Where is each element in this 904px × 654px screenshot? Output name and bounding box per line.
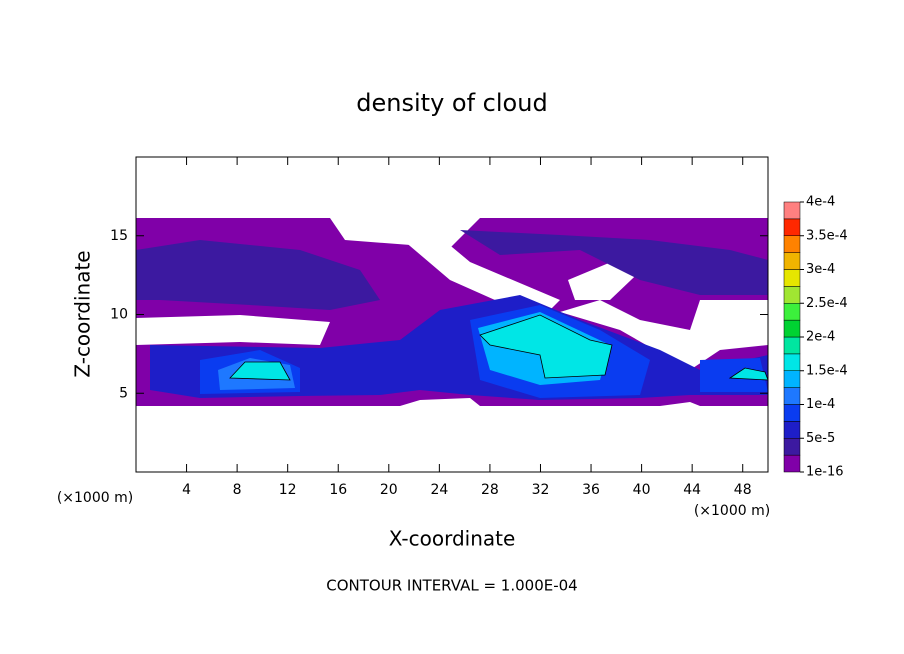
x-tick-label: 12 [279, 482, 297, 498]
colorbar-label: 1e-16 [806, 465, 844, 480]
colorbar-label: 5e-5 [806, 431, 835, 446]
colorbar-swatch [783, 201, 801, 220]
colorbar-label: 3.5e-4 [806, 228, 848, 243]
x-tick-label: 8 [233, 482, 242, 498]
colorbar-label: 2.5e-4 [806, 296, 848, 311]
colorbar-label: 1.5e-4 [806, 363, 848, 378]
y-axis-label: Z-coordinate [71, 250, 95, 377]
footer-note: CONTOUR INTERVAL = 1.000E-04 [326, 577, 577, 595]
x-tick-label: 36 [582, 482, 600, 498]
x-unit-right: (×1000 m) [694, 503, 770, 519]
colorbar-swatch [783, 269, 801, 287]
colorbar-swatch [783, 404, 801, 422]
x-axis-label: X-coordinate [389, 527, 516, 551]
colorbar-swatch [783, 421, 801, 439]
colorbar-swatch [783, 454, 801, 473]
x-tick-label: 16 [329, 482, 347, 498]
colorbar-swatch [783, 303, 801, 321]
x-tick-label: 4 [182, 482, 191, 498]
colorbar-swatch [783, 218, 801, 236]
chart-title: density of cloud [356, 89, 547, 117]
x-tick-label: 20 [380, 482, 398, 498]
colorbar-label: 2e-4 [806, 330, 835, 345]
colorbar-label: 4e-4 [806, 195, 835, 210]
colorbar-swatch [783, 438, 801, 456]
x-tick-label: 48 [734, 482, 752, 498]
colorbar-swatch [783, 319, 801, 338]
y-tick-label: 15 [110, 228, 128, 244]
colorbar-label: 1e-4 [806, 397, 835, 412]
colorbar-swatch [783, 353, 801, 371]
x-tick-label: 44 [683, 482, 701, 498]
colorbar-swatch [783, 387, 801, 405]
x-tick-label: 40 [633, 482, 651, 498]
y-tick-label: 10 [110, 307, 128, 323]
x-tick-label: 24 [430, 482, 448, 498]
colorbar-swatch [783, 370, 801, 388]
colorbar-label: 3e-4 [806, 262, 835, 277]
x-tick-label: 32 [532, 482, 550, 498]
colorbar-swatch [783, 235, 801, 253]
x-unit-left: (×1000 m) [57, 490, 133, 506]
colorbar-swatch [783, 336, 801, 355]
y-tick-label: 5 [119, 385, 128, 401]
colorbar-swatch [783, 286, 801, 304]
colorbar-swatch [783, 252, 801, 270]
x-tick-label: 28 [481, 482, 499, 498]
contour-field [136, 212, 768, 406]
